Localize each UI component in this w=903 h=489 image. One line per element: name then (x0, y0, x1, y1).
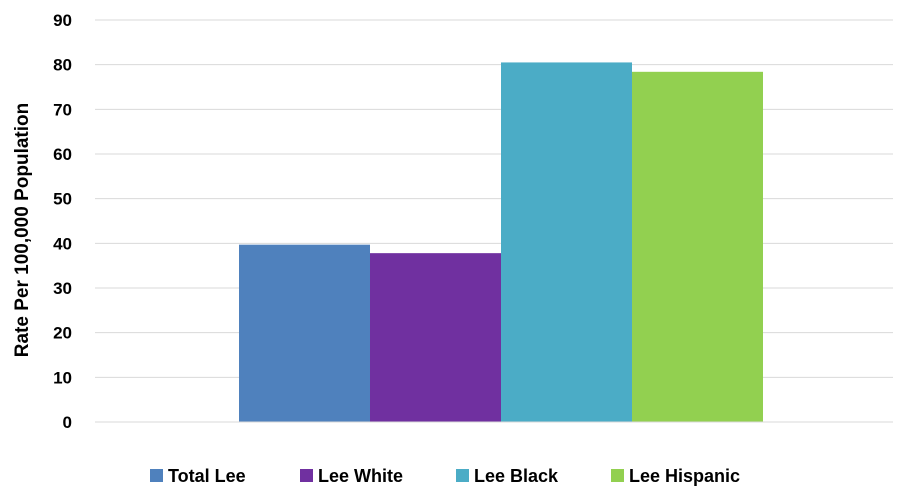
y-tick-label: 40 (53, 234, 72, 253)
y-axis-ticks: 0 10 20 30 40 50 60 70 80 90 (53, 11, 72, 432)
y-tick-label: 80 (53, 56, 72, 75)
y-tick-label: 30 (53, 279, 72, 298)
legend-item: Lee White (300, 466, 403, 486)
legend-label: Lee Black (474, 466, 559, 486)
legend-swatch (300, 469, 313, 482)
y-tick-label: 50 (53, 190, 72, 209)
bar-lee-white (370, 253, 501, 422)
legend-label: Lee Hispanic (629, 466, 740, 486)
legend-item: Total Lee (150, 466, 246, 486)
y-tick-label: 0 (63, 413, 72, 432)
legend-item: Lee Black (456, 466, 559, 486)
legend-swatch (456, 469, 469, 482)
y-tick-label: 60 (53, 145, 72, 164)
legend-swatch (150, 469, 163, 482)
legend-label: Total Lee (168, 466, 246, 486)
y-tick-label: 90 (53, 11, 72, 30)
legend-item: Lee Hispanic (611, 466, 740, 486)
bar-lee-black (501, 62, 632, 422)
y-tick-label: 10 (53, 368, 72, 387)
legend: Total Lee Lee White Lee Black Lee Hispanic (150, 466, 740, 486)
gridlines (95, 19, 893, 378)
legend-swatch (611, 469, 624, 482)
bar-total-lee (239, 244, 370, 422)
y-tick-label: 70 (53, 100, 72, 119)
bar-lee-hispanic (632, 71, 763, 423)
legend-label: Lee White (318, 466, 403, 486)
y-tick-label: 20 (53, 324, 72, 343)
y-axis-label: Rate Per 100,000 Population (12, 103, 33, 358)
bars (239, 62, 763, 423)
